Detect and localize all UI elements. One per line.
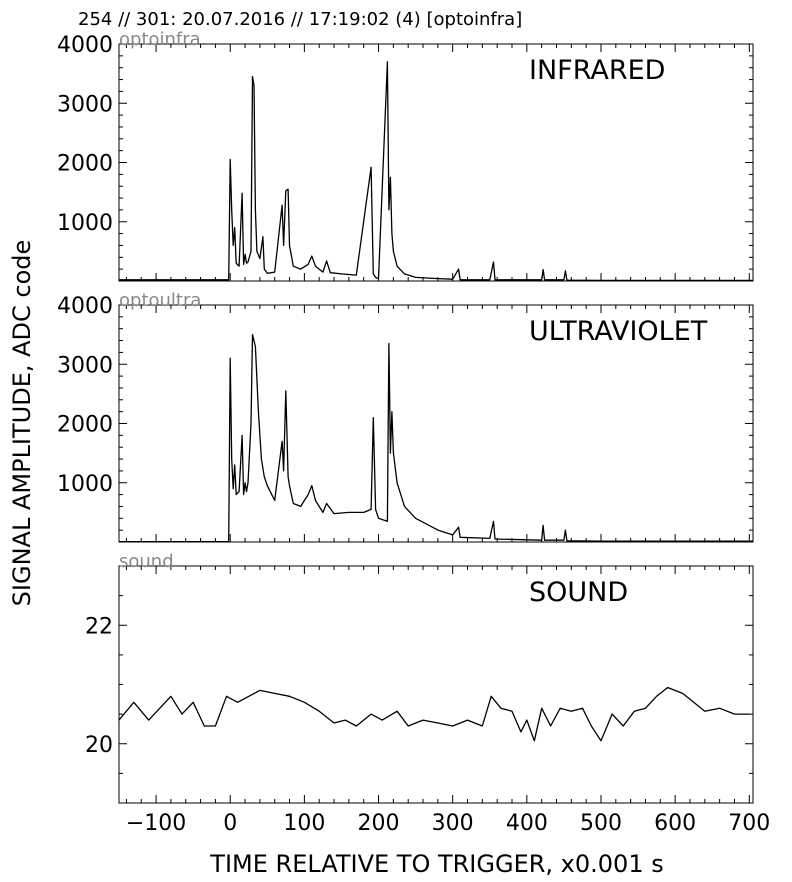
y-tick-label: 2000: [57, 413, 113, 438]
x-tick-label: 300: [432, 811, 474, 836]
x-tick-label: 500: [580, 811, 622, 836]
x-axis-title: TIME RELATIVE TO TRIGGER, x0.001 s: [209, 850, 663, 878]
panel-label: INFRARED: [529, 55, 665, 86]
series-line-sound: [118, 686, 750, 742]
panel-sound: 20 22 SOUND sound: [85, 551, 754, 804]
y-tick-label: 1000: [57, 211, 113, 236]
y-tick-label: 3000: [57, 92, 113, 117]
source-label: optoultra: [119, 290, 201, 311]
series-line-infrared: [119, 61, 753, 282]
y-tick-label: 4000: [57, 33, 113, 58]
panel-label: ULTRAVIOLET: [529, 316, 708, 347]
panel-infrared: 1000 2000 3000 4000 INFRARED optoinfra: [57, 29, 754, 282]
y-tick-label: 1000: [57, 472, 113, 497]
y-tick-label: 2000: [57, 152, 113, 177]
y-tick-label: 4000: [57, 294, 113, 319]
x-tick-label: 400: [506, 811, 548, 836]
figure-header: 254 // 301: 20.07.2016 // 17:19:02 (4) […: [78, 9, 522, 30]
panel-label: SOUND: [529, 577, 628, 608]
panels: 1000200030004000INFRAREDoptoinfra1000200…: [57, 29, 770, 836]
source-label: optoinfra: [119, 29, 201, 50]
x-tick-label: 700: [728, 811, 770, 836]
x-tick-label: 0: [223, 811, 237, 836]
y-axis-title: SIGNAL AMPLITUDE, ADC code: [8, 240, 36, 607]
plot-frame: [118, 565, 754, 804]
panel-ultraviolet: 1000 2000 3000 4000 ULTRAVIOLET optoultra: [57, 290, 754, 543]
y-tick-label: 3000: [57, 353, 113, 378]
series-line-ultraviolet: [119, 333, 753, 543]
x-tick-label: −100: [126, 811, 186, 836]
x-tick-label: 600: [654, 811, 696, 836]
y-tick-label: 22: [85, 614, 113, 639]
y-tick-label: 20: [85, 733, 113, 758]
x-tick-label: 200: [358, 811, 400, 836]
x-tick-label: 100: [283, 811, 325, 836]
source-label: sound: [119, 551, 174, 572]
